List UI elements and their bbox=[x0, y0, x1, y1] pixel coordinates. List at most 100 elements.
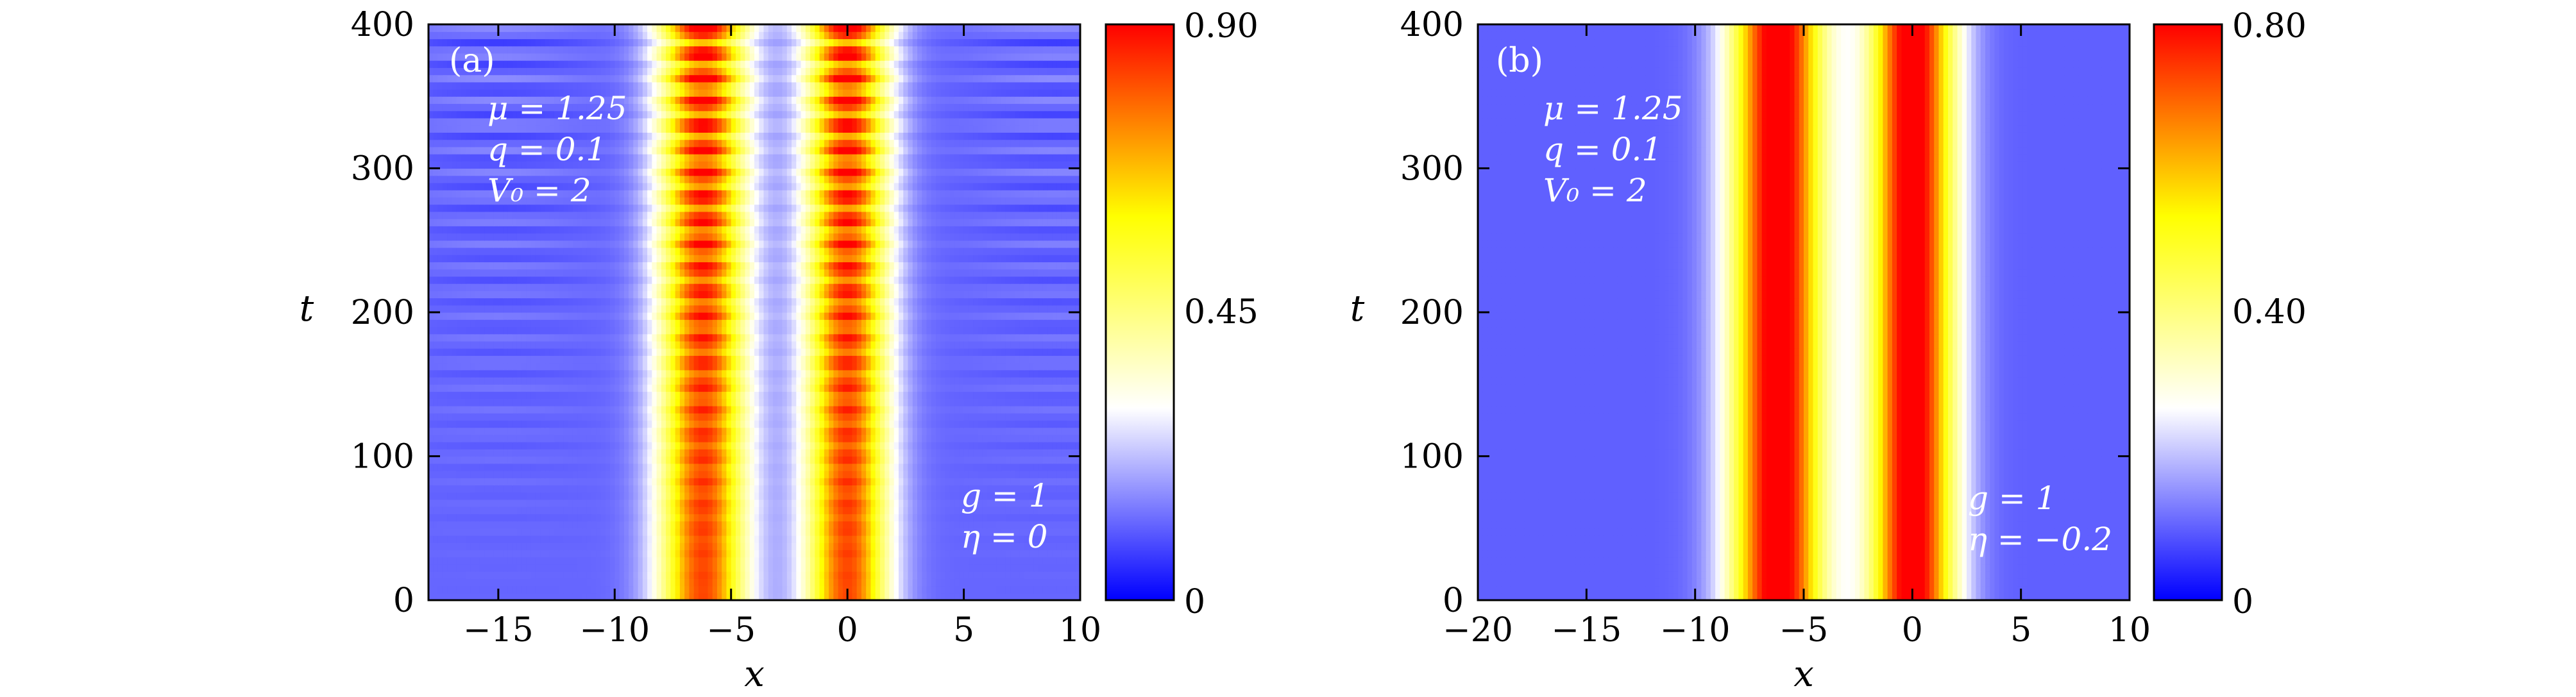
heatmap-cell bbox=[903, 456, 909, 464]
heatmap-cell bbox=[815, 442, 820, 449]
heatmap-cell bbox=[968, 542, 974, 551]
heatmap-cell bbox=[987, 535, 992, 543]
heatmap-cell bbox=[554, 355, 559, 364]
heatmap-cell bbox=[475, 578, 480, 587]
heatmap-cell bbox=[716, 550, 722, 558]
heatmap-cell bbox=[1005, 478, 1011, 485]
heatmap-cell bbox=[693, 463, 699, 471]
heatmap-cell bbox=[498, 535, 504, 543]
heatmap-cell bbox=[507, 420, 513, 428]
heatmap-cell bbox=[833, 348, 839, 356]
heatmap-cell bbox=[949, 362, 955, 371]
heatmap-cell bbox=[428, 499, 434, 507]
heatmap-cell bbox=[703, 369, 709, 378]
heatmap-cell bbox=[610, 485, 615, 493]
heatmap-cell bbox=[879, 463, 885, 471]
heatmap-cell bbox=[610, 398, 615, 407]
heatmap-cell bbox=[829, 492, 834, 500]
heatmap-cell bbox=[610, 413, 615, 421]
heatmap-cell bbox=[954, 348, 960, 356]
heatmap-cell bbox=[1071, 449, 1076, 457]
heatmap-cell bbox=[833, 369, 839, 378]
heatmap-cell bbox=[1038, 384, 1044, 392]
heatmap-cell bbox=[516, 427, 522, 435]
heatmap-cell bbox=[666, 499, 671, 507]
heatmap-cell bbox=[447, 478, 452, 485]
heatmap-cell bbox=[1061, 413, 1067, 421]
heatmap-cell bbox=[605, 492, 611, 500]
heatmap-cell bbox=[493, 456, 499, 464]
heatmap-cell bbox=[749, 535, 755, 543]
heatmap-cell bbox=[1019, 528, 1025, 536]
heatmap-cell bbox=[1033, 564, 1039, 572]
heatmap-cell bbox=[838, 427, 843, 435]
heatmap-cell bbox=[879, 585, 885, 594]
heatmap-cell bbox=[745, 369, 750, 378]
heatmap-cell bbox=[1061, 578, 1067, 587]
heatmap-cell bbox=[526, 550, 532, 558]
heatmap-cell bbox=[829, 456, 834, 464]
heatmap-cell bbox=[1061, 485, 1067, 493]
heatmap-cell bbox=[908, 514, 913, 522]
heatmap-cell bbox=[745, 405, 750, 414]
heatmap-cell bbox=[545, 377, 550, 385]
heatmap-cell bbox=[801, 362, 806, 371]
heatmap-cell bbox=[963, 355, 969, 364]
heatmap-cell bbox=[554, 585, 559, 594]
heatmap-cell bbox=[1029, 528, 1035, 536]
heatmap-cell bbox=[619, 542, 625, 551]
heatmap-cell bbox=[852, 514, 858, 522]
heatmap-cell bbox=[847, 369, 852, 378]
heatmap-cell bbox=[768, 535, 774, 543]
heatmap-cell bbox=[489, 585, 495, 594]
heatmap-cell bbox=[875, 485, 881, 493]
heatmap-cell bbox=[479, 442, 485, 449]
heatmap-cell bbox=[1015, 564, 1021, 572]
heatmap-cell bbox=[898, 542, 904, 551]
heatmap-cell bbox=[708, 485, 713, 493]
heatmap-cell bbox=[577, 420, 583, 428]
heatmap-cell bbox=[936, 434, 941, 442]
heatmap-cell bbox=[708, 578, 713, 587]
heatmap-cell bbox=[540, 355, 546, 364]
heatmap-cell bbox=[554, 521, 559, 529]
heatmap-cell bbox=[661, 578, 666, 587]
heatmap-cell bbox=[530, 442, 536, 449]
heatmap-cell bbox=[633, 463, 639, 471]
heatmap-cell bbox=[521, 492, 527, 500]
heatmap-cell bbox=[610, 377, 615, 385]
heatmap-cell bbox=[810, 571, 815, 579]
heatmap-cell bbox=[503, 362, 508, 371]
heatmap-cell bbox=[614, 420, 620, 428]
heatmap-cell bbox=[484, 340, 489, 349]
heatmap-cell bbox=[875, 405, 881, 414]
heatmap-cell bbox=[1038, 585, 1044, 594]
heatmap-cell bbox=[512, 578, 518, 587]
heatmap-cell bbox=[461, 535, 466, 543]
heatmap-cell bbox=[968, 535, 974, 543]
heatmap-cell bbox=[782, 557, 788, 565]
heatmap-cell bbox=[670, 420, 676, 428]
heatmap-cell bbox=[600, 348, 606, 356]
heatmap-cell bbox=[996, 492, 1002, 500]
heatmap-cell bbox=[549, 485, 555, 493]
heatmap-cell bbox=[512, 384, 518, 392]
heatmap-cell bbox=[903, 434, 909, 442]
heatmap-cell bbox=[698, 557, 704, 565]
heatmap-cell bbox=[633, 478, 639, 485]
heatmap-cell bbox=[1071, 405, 1076, 414]
heatmap-cell bbox=[666, 550, 671, 558]
heatmap-cell bbox=[610, 542, 615, 551]
heatmap-cell bbox=[661, 449, 666, 457]
heatmap-cell bbox=[1066, 485, 1072, 493]
heatmap-cell bbox=[842, 564, 848, 572]
heatmap-cell bbox=[824, 571, 829, 579]
heatmap-cell bbox=[786, 369, 792, 378]
heatmap-cell bbox=[582, 427, 588, 435]
heatmap-cell bbox=[838, 550, 843, 558]
heatmap-cell bbox=[1056, 362, 1062, 371]
heatmap-cell bbox=[833, 542, 839, 551]
heatmap-cell bbox=[503, 521, 508, 529]
heatmap-cell bbox=[512, 420, 518, 428]
heatmap-cell bbox=[670, 585, 676, 594]
